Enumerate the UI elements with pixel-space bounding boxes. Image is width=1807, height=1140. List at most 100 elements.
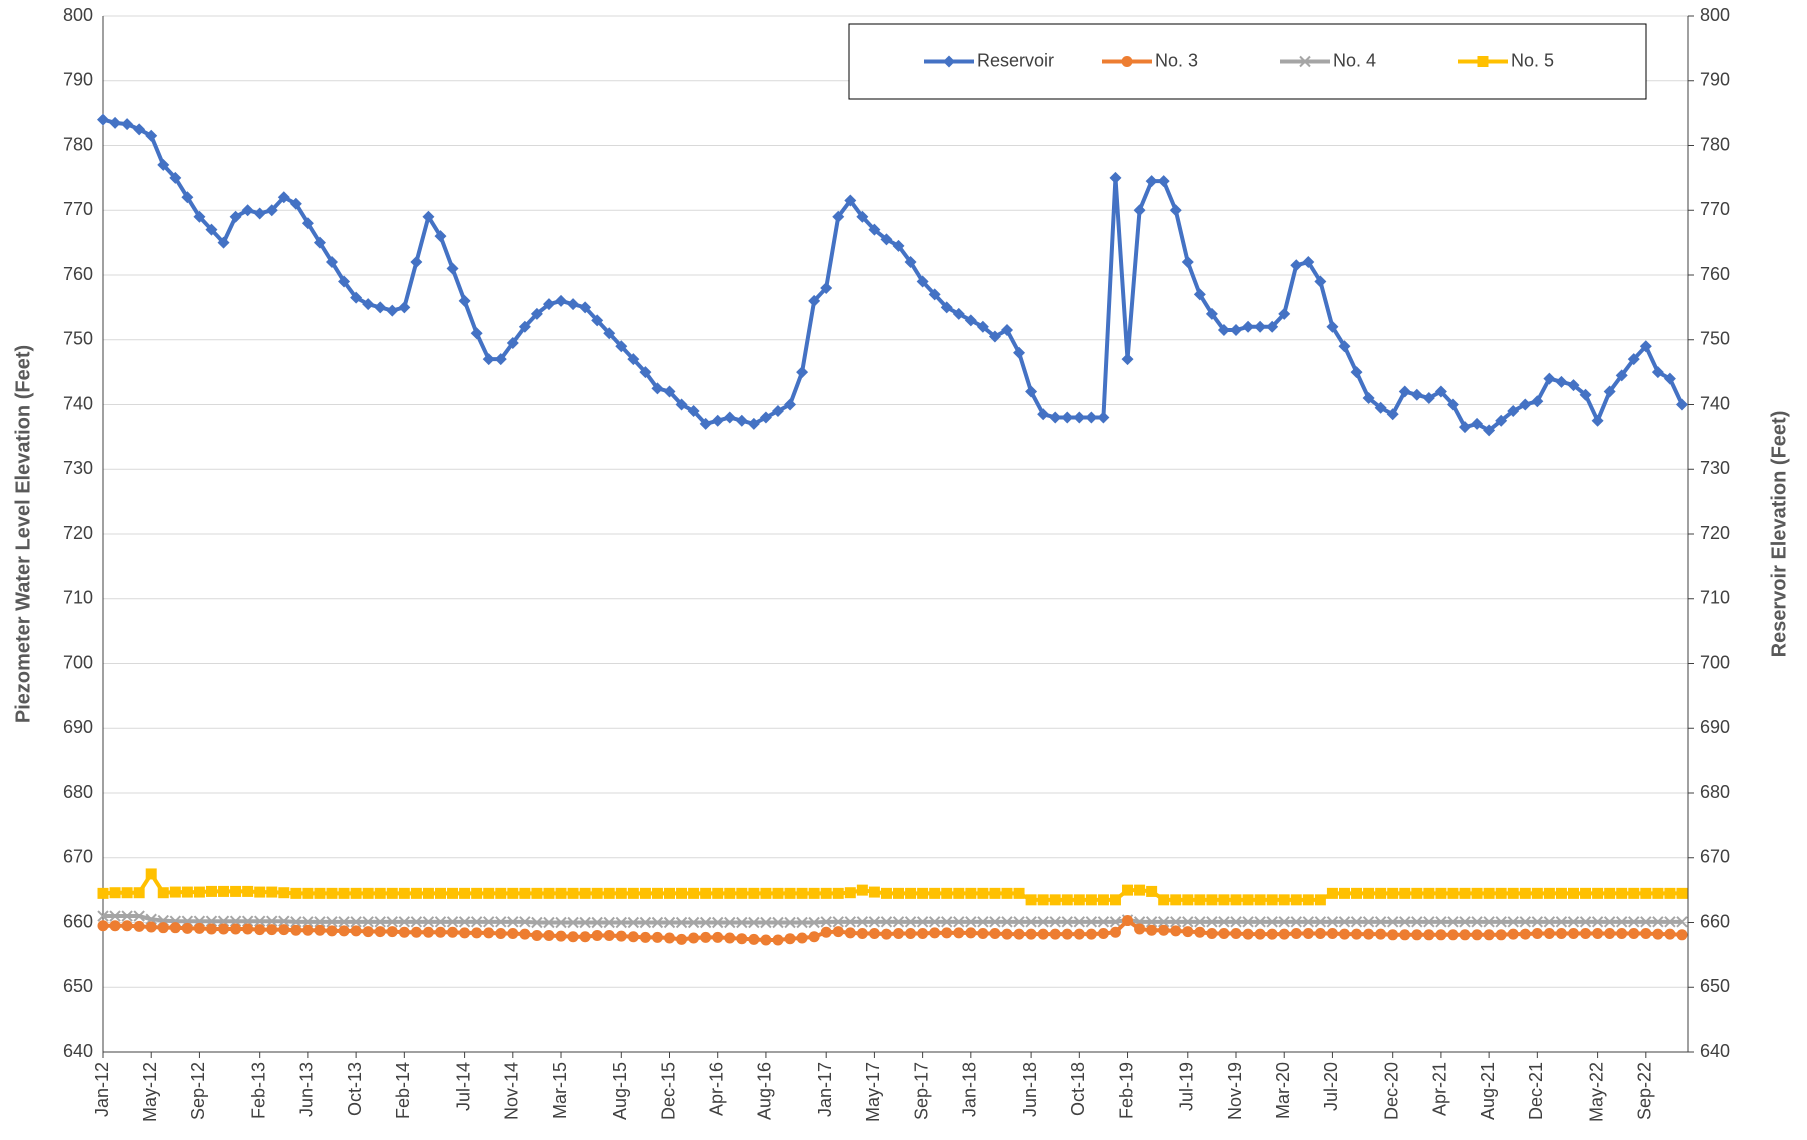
marker: [483, 927, 495, 939]
marker: [1399, 887, 1411, 899]
marker: [1592, 887, 1604, 899]
x-tick-label: Aug-21: [1478, 1062, 1498, 1120]
marker: [1676, 887, 1688, 899]
marker: [579, 931, 591, 943]
x-tick-label: Oct-13: [345, 1062, 365, 1116]
marker: [1266, 894, 1278, 906]
marker: [1302, 928, 1314, 940]
marker: [410, 916, 423, 928]
marker: [567, 887, 579, 899]
y-tick-label: 670: [63, 847, 93, 867]
marker: [904, 916, 917, 928]
marker: [844, 927, 856, 939]
x-tick-label: Sep-22: [1635, 1062, 1655, 1120]
marker: [109, 910, 121, 922]
marker: [977, 916, 989, 928]
marker: [289, 197, 302, 210]
y2-tick-label: 650: [1700, 976, 1730, 996]
marker: [760, 887, 772, 899]
marker: [1302, 916, 1315, 928]
marker: [169, 922, 181, 934]
marker: [820, 926, 832, 938]
marker: [326, 916, 338, 928]
y-tick-label: 740: [63, 393, 93, 413]
marker: [254, 924, 266, 936]
marker: [109, 116, 122, 129]
y-tick-label: 650: [63, 976, 93, 996]
marker: [1616, 887, 1628, 899]
marker: [458, 294, 471, 307]
marker: [615, 887, 627, 899]
marker: [1652, 916, 1664, 928]
marker: [1001, 887, 1013, 899]
marker: [1664, 928, 1676, 940]
marker: [844, 916, 857, 928]
marker: [941, 887, 953, 899]
marker: [1555, 916, 1568, 928]
legend-label: No. 5: [1511, 50, 1554, 70]
marker: [965, 927, 977, 939]
y-tick-label: 750: [63, 329, 93, 349]
marker: [1374, 401, 1387, 414]
marker: [1399, 916, 1411, 928]
marker: [519, 916, 531, 928]
marker: [1302, 894, 1314, 906]
marker: [1663, 372, 1676, 385]
marker: [1483, 424, 1496, 437]
marker: [664, 887, 676, 899]
marker: [1338, 928, 1350, 940]
x-tick-label: Jul-14: [453, 1062, 473, 1111]
marker: [1603, 385, 1616, 398]
marker: [169, 886, 181, 898]
marker: [1459, 916, 1471, 928]
marker: [1628, 887, 1640, 899]
y-tick-label: 660: [63, 911, 93, 931]
marker: [1447, 916, 1459, 928]
marker: [1170, 916, 1182, 928]
marker: [965, 887, 977, 899]
marker: [482, 916, 495, 928]
marker: [1326, 320, 1339, 333]
marker: [1495, 929, 1507, 941]
marker: [943, 55, 955, 68]
marker: [241, 915, 254, 927]
marker: [266, 915, 278, 927]
legend-label: No. 3: [1155, 50, 1198, 70]
marker: [1664, 887, 1676, 899]
marker: [832, 926, 844, 938]
marker: [109, 920, 121, 932]
x-tick-label: Oct-18: [1068, 1062, 1088, 1116]
marker: [1037, 894, 1049, 906]
marker: [1398, 385, 1411, 398]
marker: [893, 887, 905, 899]
marker: [218, 885, 230, 897]
marker: [1061, 411, 1074, 424]
marker: [1145, 916, 1158, 928]
marker: [1049, 928, 1061, 940]
marker: [603, 916, 615, 929]
marker: [1435, 916, 1447, 928]
marker: [1543, 887, 1555, 899]
marker: [1290, 916, 1302, 928]
x-tick-label: May-17: [863, 1062, 883, 1122]
marker: [567, 931, 579, 943]
marker: [953, 887, 965, 899]
marker: [386, 887, 398, 899]
marker: [1664, 916, 1676, 928]
marker: [1507, 916, 1519, 928]
marker: [953, 927, 965, 939]
marker: [699, 916, 712, 929]
y2-tick-label: 690: [1700, 717, 1730, 737]
legend-label: No. 4: [1333, 50, 1376, 70]
marker: [1230, 928, 1242, 940]
marker: [338, 916, 350, 928]
marker: [531, 929, 543, 941]
marker: [977, 887, 989, 899]
marker: [1122, 884, 1134, 896]
marker: [326, 887, 338, 899]
marker: [1206, 916, 1218, 928]
marker: [1386, 916, 1399, 928]
marker: [844, 887, 856, 899]
marker: [362, 916, 374, 928]
marker: [1097, 928, 1109, 940]
